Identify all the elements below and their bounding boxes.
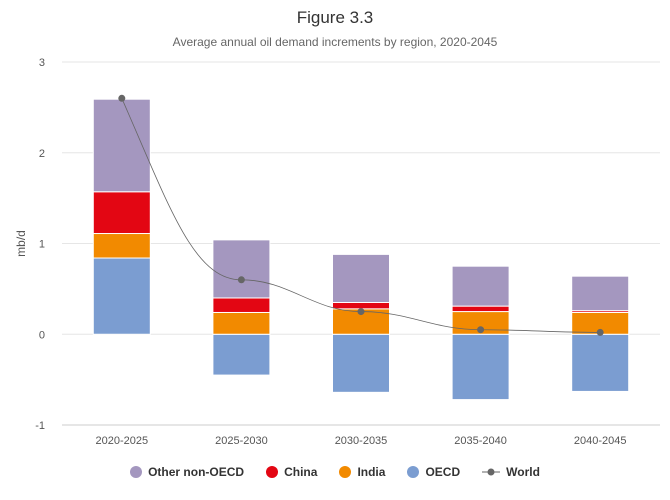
legend: Other non-OECD China India OECD World (0, 465, 670, 479)
x-tick-label: 2030-2035 (335, 435, 388, 447)
bar-oecd (451, 333, 510, 401)
bar-oecd (212, 333, 271, 376)
bar-china (451, 305, 510, 313)
world-point (596, 328, 604, 336)
bar-other-non-oecd (332, 253, 390, 303)
legend-item[interactable]: World (482, 465, 540, 479)
bar-oecd (571, 333, 630, 392)
bar-china (212, 297, 271, 313)
bar-other-non-oecd (571, 275, 630, 312)
bar-other-non-oecd (92, 98, 151, 193)
legend-item[interactable]: India (339, 465, 385, 479)
y-tick-label: 2 (39, 148, 45, 160)
bar-other-non-oecd (451, 265, 510, 307)
legend-item[interactable]: OECD (407, 465, 460, 479)
bar-other-non-oecd (212, 239, 271, 299)
legend-label: OECD (425, 465, 461, 479)
x-tick-label: 2040-2045 (574, 435, 627, 447)
chart-subtitle: Average annual oil demand increments by … (172, 35, 498, 49)
x-tick-label: 2025-2030 (215, 435, 268, 447)
legend-line-swatch (482, 468, 501, 476)
y-axis-label: mb/d (14, 230, 28, 257)
world-point (477, 326, 485, 334)
legend-swatch (407, 466, 420, 478)
y-tick-label: 1 (39, 239, 45, 251)
bar-oecd (92, 257, 151, 335)
bar-india (212, 311, 271, 335)
y-tick-label: -1 (35, 420, 45, 432)
chart-title: Figure 3.3 (296, 8, 374, 27)
legend-label: Other non-OECD (148, 465, 245, 479)
legend-label: China (284, 465, 318, 479)
bar-china (92, 191, 151, 235)
world-point (357, 308, 365, 316)
world-line (121, 98, 601, 333)
legend-swatch (339, 466, 352, 478)
x-tick-label: 2035-2040 (454, 435, 507, 447)
x-tick-label: 2020-2025 (95, 435, 148, 447)
y-tick-label: 0 (39, 329, 45, 341)
legend-item[interactable]: Other non-OECD (130, 465, 244, 479)
bar-oecd (332, 333, 390, 393)
bar-china (332, 301, 390, 310)
y-tick-label: 3 (39, 57, 45, 69)
bar-india (92, 233, 151, 259)
world-point (118, 94, 126, 102)
legend-swatch (266, 466, 279, 478)
legend-swatch (130, 466, 143, 478)
legend-label: India (357, 465, 386, 479)
legend-label: World (506, 465, 540, 479)
legend-item[interactable]: China (266, 465, 317, 479)
world-point (237, 276, 245, 284)
